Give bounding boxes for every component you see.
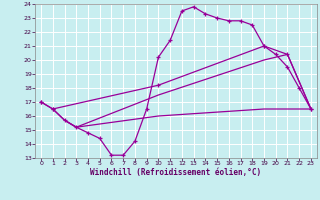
X-axis label: Windchill (Refroidissement éolien,°C): Windchill (Refroidissement éolien,°C) [91,168,261,177]
